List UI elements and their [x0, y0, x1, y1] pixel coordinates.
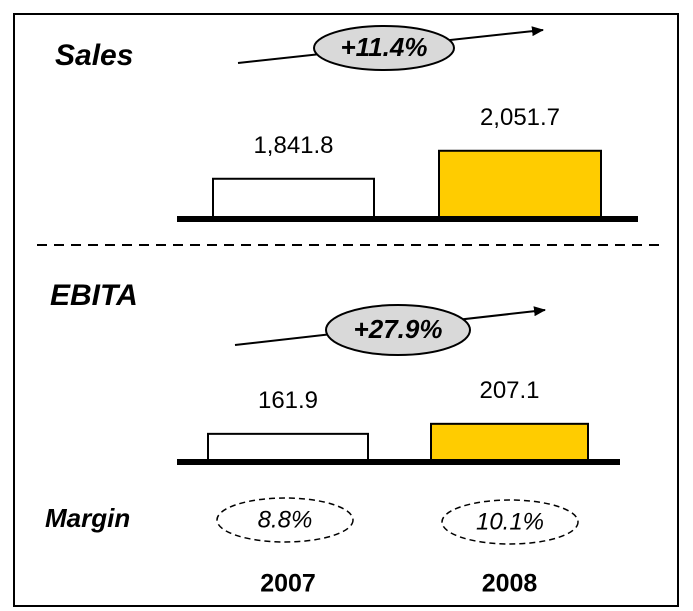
bar [207, 432, 369, 464]
bar [430, 422, 589, 464]
margin-label: Margin [45, 503, 130, 533]
margin-value: 10.1% [476, 508, 544, 535]
x-tick-label: 2007 [260, 570, 316, 598]
x-tick-label: 2008 [482, 570, 538, 598]
growth-label: +11.4% [341, 32, 428, 62]
bar [438, 149, 602, 220]
growth-bubble [313, 25, 455, 71]
value-label: 161.9 [258, 387, 318, 414]
growth-bubble [325, 304, 471, 356]
frame [13, 13, 679, 607]
growth-label: +27.9% [354, 314, 443, 344]
chart-title: Sales [55, 39, 133, 72]
value-label: 1,841.8 [253, 132, 333, 159]
value-label: 207.1 [479, 377, 539, 404]
margin-bubble [216, 497, 354, 543]
chart-title: EBITA [50, 279, 138, 312]
margin-bubble [441, 499, 579, 545]
value-label: 2,051.7 [480, 104, 560, 131]
margin-value: 8.8% [258, 506, 313, 533]
bar [212, 177, 375, 220]
